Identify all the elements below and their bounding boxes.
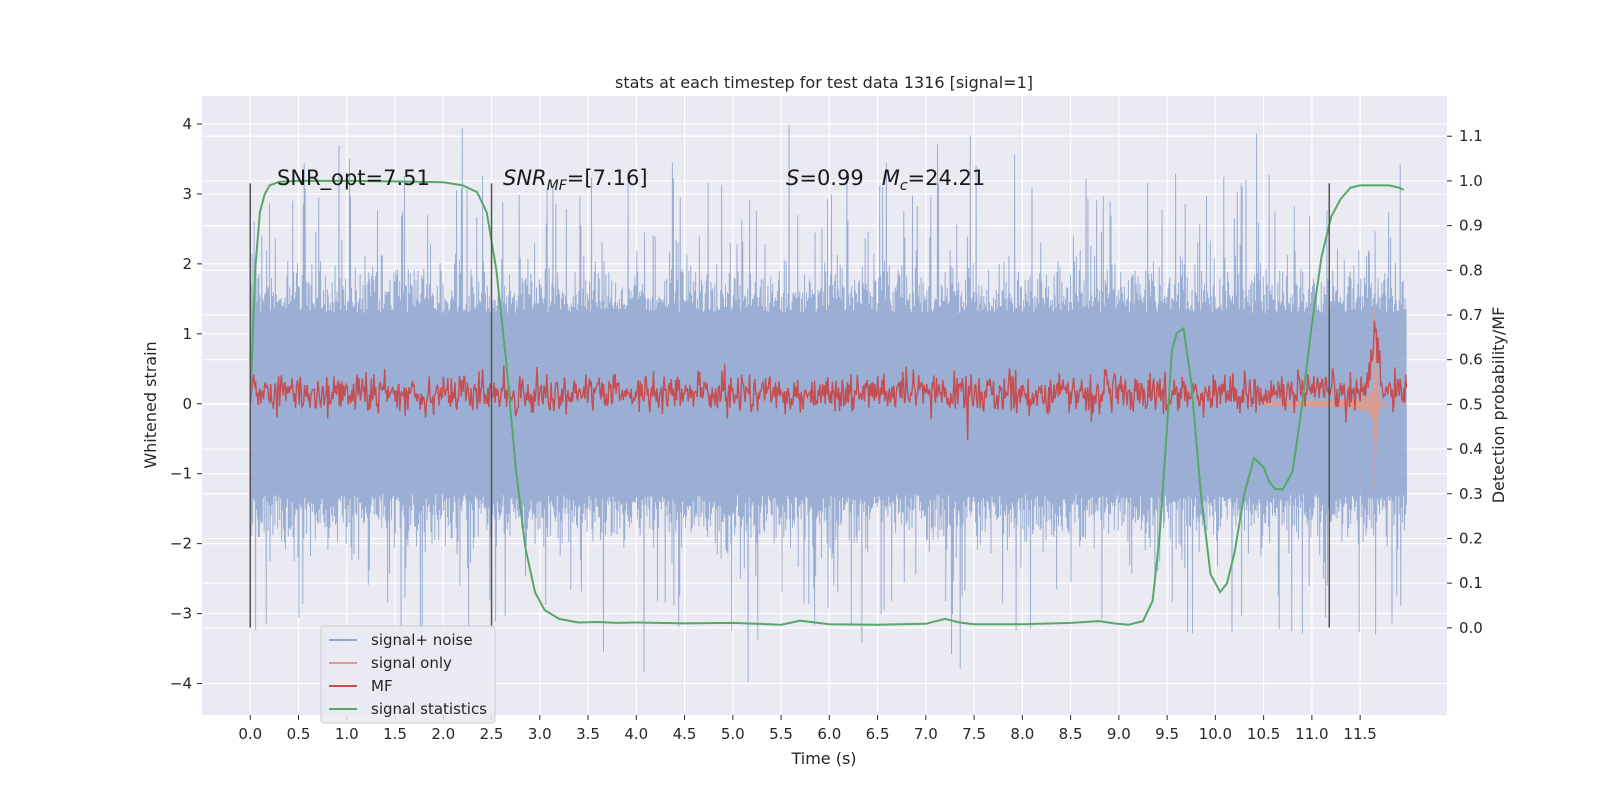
y-axis-title: Whitened strain [141,341,160,468]
y2-tick-label: 0.4 [1459,440,1483,458]
annotations: SNR_opt=7.51 SNRMF=[7.16] S=0.99 Mc=24.21 [277,166,985,194]
y2-tick-label: 1.1 [1459,127,1483,145]
x-axis-title: Time (s) [790,749,856,768]
y2-axis-title: Detection probability/MF [1489,307,1508,504]
legend-label-mf: MF [371,677,393,695]
annotation-snr-opt: SNR_opt=7.51 [277,166,430,191]
y2-tick-label: 0.5 [1459,395,1483,413]
y-tick-label: 1 [182,325,192,343]
legend-box [320,625,496,724]
y-tick-label: 2 [182,255,192,273]
annotation-mc-sub: c [900,178,908,194]
annotation-snr-mf-value: =[7.16] [567,166,648,190]
legend-label-signal-only: signal only [371,654,452,672]
y-tick-label: 3 [182,185,192,203]
y-tick-label: 4 [182,115,192,133]
x-tick-label: 0.0 [238,725,262,743]
x-tick-label: 1.5 [383,725,407,743]
x-tick-label: 5.0 [721,725,745,743]
y2-tick-label: 0.7 [1459,306,1483,324]
x-tick-label: 9.0 [1107,725,1131,743]
x-tick-label: 4.0 [624,725,648,743]
annotation-snr-mf-sub: MF [547,178,568,194]
legend-label-signal-noise: signal+ noise [371,631,473,649]
y2-tick-label: 0.6 [1459,351,1483,369]
series-layer [249,124,1408,682]
y2-tick-label: 0.1 [1459,574,1483,592]
annotation-s-value: =0.99 [799,166,863,190]
annotation-snr-mf-main: SNR [503,166,547,190]
y-tick-label: 0 [182,395,192,413]
x-tick-label: 7.5 [962,725,986,743]
x-tick-label: 0.5 [287,725,311,743]
x-tick-label: 5.5 [769,725,793,743]
x-tick-label: 3.0 [528,725,552,743]
vertical-markers [249,183,1331,628]
x-tick-label: 10.0 [1199,725,1232,743]
chart-title: stats at each timestep for test data 131… [615,73,1033,92]
x-tick-label: 2.0 [431,725,455,743]
annotation-mc-value: =24.21 [908,166,986,190]
y-tick-label: −2 [170,535,192,553]
y2-tick-label: 0.0 [1459,619,1483,637]
x-tick-label: 8.5 [1059,725,1083,743]
x-tick-label: 6.5 [866,725,890,743]
series-mf [249,320,1408,441]
y2-tick-label: 0.2 [1459,529,1483,547]
x-tick-label: 7.0 [914,725,938,743]
x-tick-label: 10.5 [1247,725,1280,743]
y2-tick-label: 0.8 [1459,261,1483,279]
y2-tick-label: 0.9 [1459,217,1483,235]
x-tick-label: 1.0 [335,725,359,743]
y-tick-label: −4 [170,675,192,693]
series-signal-noise [249,124,1407,682]
y2-tick-label: 0.3 [1459,485,1483,503]
y-tick-label: −3 [170,605,192,623]
annotation-s-mc: S=0.99 Mc=24.21 [786,166,985,194]
x-tick-label: 11.5 [1343,725,1376,743]
y2-tick-label: 1.0 [1459,172,1483,190]
x-tick-label: 6.0 [817,725,841,743]
x-tick-label: 8.0 [1010,725,1034,743]
series-signal-statistics [249,179,1405,626]
annotation-mc-symbol: M [882,166,900,190]
x-tick-label: 9.5 [1155,725,1179,743]
legend-label-signal-statistics: signal statistics [371,700,487,718]
x-tick-label: 2.5 [480,725,504,743]
x-tick-label: 3.5 [576,725,600,743]
annotation-s-symbol: S [786,166,799,190]
y-tick-label: −1 [170,465,192,483]
ticks-layer: 0.0 0.5 1.0 1.5 2.0 2.5 3.0 3.5 4.0 4.5 5.0 5.5 6.0 6… [170,115,1483,743]
x-tick-label: 11.0 [1295,725,1328,743]
x-tick-label: 4.5 [673,725,697,743]
legend: signal+ noise signal only MF signal stat… [320,625,496,724]
annotation-snr-mf: SNRMF=[7.16] [503,166,648,194]
